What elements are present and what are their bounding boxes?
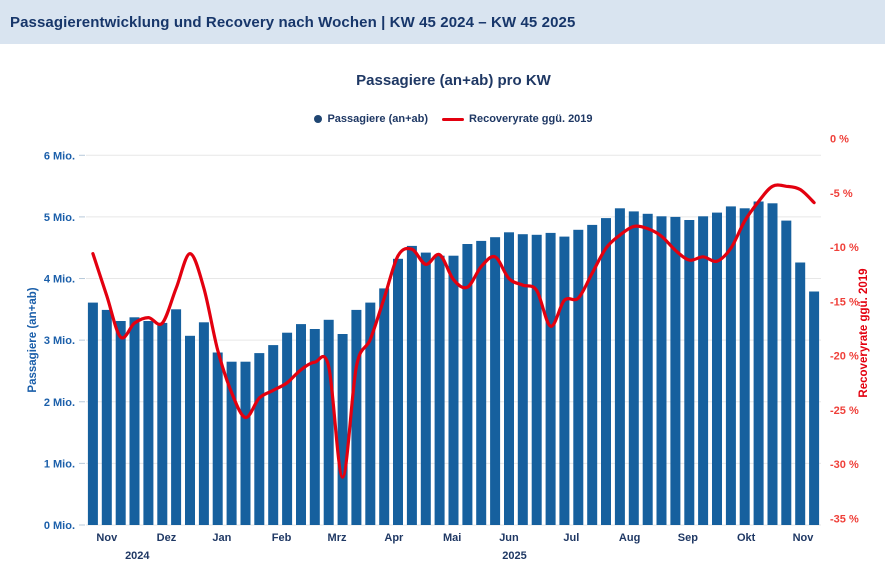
bar-week-35[interactable] — [559, 236, 570, 525]
x-axis-month-label: Nov — [96, 532, 118, 544]
bar-week-24[interactable] — [406, 245, 417, 525]
bar-week-29[interactable] — [476, 240, 487, 525]
x-axis-month-label: Jun — [499, 532, 519, 544]
bar-week-47[interactable] — [725, 206, 736, 525]
bar-week-14[interactable] — [268, 345, 279, 525]
bar-week-2[interactable] — [101, 309, 112, 525]
chart-title: Passagiere (an+ab) pro KW — [356, 72, 551, 89]
x-axis-month-label: Aug — [619, 532, 640, 544]
left-axis-tick-label: 1 Mio. — [44, 458, 75, 470]
bar-week-43[interactable] — [670, 216, 681, 525]
bar-week-32[interactable] — [517, 234, 528, 525]
left-axis-title: Passagiere (an+ab) — [27, 287, 39, 392]
bar-week-53[interactable] — [809, 291, 820, 526]
right-axis-tick-label: -35 % — [830, 513, 859, 525]
bar-week-18[interactable] — [323, 319, 334, 525]
bar-week-44[interactable] — [684, 220, 695, 525]
bar-week-38[interactable] — [601, 218, 611, 525]
bar-week-21[interactable] — [365, 302, 376, 525]
bar-week-26[interactable] — [434, 255, 445, 525]
bar-week-40[interactable] — [628, 211, 639, 525]
bar-week-25[interactable] — [420, 252, 431, 525]
bar-week-19[interactable] — [337, 334, 348, 525]
right-axis-tick-label: -20 % — [830, 351, 859, 363]
bar-week-10[interactable] — [212, 352, 223, 526]
bar-week-1[interactable] — [87, 302, 98, 525]
bar-week-34[interactable] — [545, 232, 556, 525]
legend-item-passagiere[interactable]: Passagiere (an+ab) — [314, 113, 428, 125]
recovery-rate-line[interactable] — [91, 183, 816, 479]
legend-label-passagiere: Passagiere (an+ab) — [327, 113, 429, 125]
bar-week-45[interactable] — [698, 216, 709, 526]
x-axis-month-label: Dez — [157, 532, 177, 544]
left-axis-tick-label: 6 Mio. — [44, 150, 75, 162]
right-axis-tick-label: 0 % — [830, 134, 849, 146]
bar-week-49[interactable] — [753, 201, 764, 526]
bar-week-13[interactable] — [254, 353, 265, 525]
bar-week-9[interactable] — [198, 322, 209, 525]
report-header: Passagierentwicklung und Recovery nach W… — [0, 0, 885, 44]
x-axis-month-label: Okt — [737, 532, 756, 544]
left-axis-tick-label: 5 Mio. — [44, 212, 75, 224]
bar-week-36[interactable] — [573, 229, 584, 526]
bar-week-17[interactable] — [309, 329, 320, 525]
x-axis-month-label: Mai — [443, 532, 461, 544]
bar-week-23[interactable] — [393, 258, 403, 525]
x-axis-month-label: Sep — [678, 532, 698, 544]
right-axis-tick-label: -15 % — [830, 296, 859, 308]
x-axis-month-label: Feb — [272, 532, 292, 544]
bar-week-28[interactable] — [462, 244, 473, 525]
right-axis-title: Recoveryrate ggü. 2019 — [858, 268, 870, 397]
bar-week-52[interactable] — [795, 262, 806, 526]
bar-week-4[interactable] — [129, 317, 140, 525]
bar-week-30[interactable] — [490, 237, 501, 525]
bar-week-6[interactable] — [157, 322, 168, 525]
x-axis-month-label: Jan — [212, 532, 231, 544]
chart-legend: Passagiere (an+ab) Recoveryrate ggü. 201… — [86, 110, 821, 128]
right-axis-tick-label: -10 % — [830, 242, 859, 254]
bar-week-50[interactable] — [767, 203, 778, 526]
bar-week-7[interactable] — [171, 309, 182, 525]
bar-week-39[interactable] — [614, 208, 625, 526]
x-axis-month-label: Apr — [384, 532, 404, 544]
right-axis-tick-label: -5 % — [830, 188, 853, 200]
legend-item-recoveryrate[interactable]: Recoveryrate ggü. 2019 — [442, 113, 593, 125]
left-axis-tick-label: 0 Mio. — [44, 520, 75, 532]
bar-week-5[interactable] — [143, 321, 154, 525]
bar-week-42[interactable] — [656, 216, 667, 526]
right-axis-tick-label: -30 % — [830, 459, 859, 471]
x-axis-month-label: Nov — [793, 532, 815, 544]
report-title: Passagierentwicklung und Recovery nach W… — [10, 13, 576, 31]
left-axis-tick-label: 3 Mio. — [44, 335, 75, 347]
bar-week-3[interactable] — [115, 321, 126, 525]
x-axis-year-label: 2024 — [125, 550, 150, 562]
right-axis-tick-label: -25 % — [830, 405, 859, 417]
bar-week-16[interactable] — [296, 324, 306, 525]
bar-week-46[interactable] — [712, 212, 722, 525]
bar-week-37[interactable] — [587, 224, 598, 525]
left-axis-tick-label: 4 Mio. — [44, 274, 75, 286]
bar-week-51[interactable] — [781, 220, 792, 525]
bar-week-15[interactable] — [282, 332, 293, 525]
left-axis-tick-label: 2 Mio. — [44, 397, 75, 409]
bar-week-27[interactable] — [448, 255, 459, 525]
legend-label-recoveryrate: Recoveryrate ggü. 2019 — [469, 113, 593, 125]
bar-week-33[interactable] — [531, 234, 542, 526]
bar-week-20[interactable] — [351, 309, 362, 525]
bar-week-41[interactable] — [642, 213, 653, 526]
legend-line-icon — [442, 117, 465, 121]
legend-dot-icon — [314, 115, 323, 123]
bar-week-48[interactable] — [739, 208, 750, 526]
x-axis-month-label: Mrz — [328, 532, 347, 544]
bar-week-31[interactable] — [504, 232, 514, 526]
bar-week-8[interactable] — [185, 335, 195, 525]
x-axis-year-label: 2025 — [502, 550, 526, 562]
x-axis-month-label: Jul — [563, 532, 579, 544]
bar-week-22[interactable] — [379, 288, 390, 525]
bar-week-12[interactable] — [240, 361, 251, 525]
bar-week-11[interactable] — [226, 361, 237, 525]
